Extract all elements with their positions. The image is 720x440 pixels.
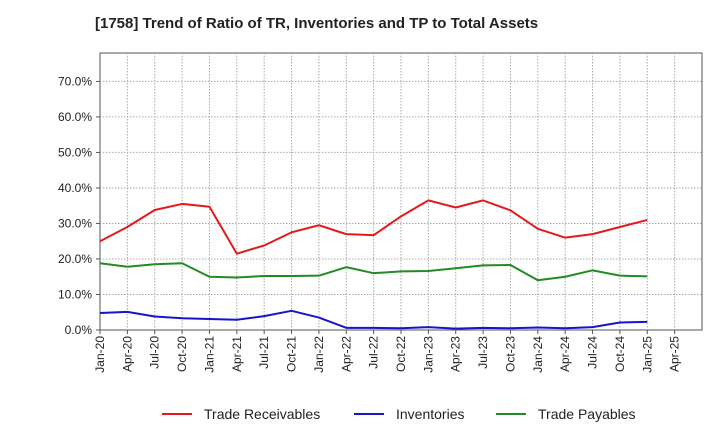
y-tick-label: 30.0% <box>58 216 92 230</box>
series-line-trade-receivables <box>99 199 648 255</box>
x-tick-label: Jan-23 <box>421 336 435 373</box>
x-tick-label: Jan-22 <box>312 336 326 373</box>
x-tick-label: Apr-23 <box>449 336 463 372</box>
x-tick-label: Oct-20 <box>175 336 189 372</box>
x-tick-label: Apr-21 <box>230 336 244 372</box>
x-tick-label: Apr-24 <box>558 336 572 372</box>
x-tick-label: Oct-22 <box>394 336 408 372</box>
x-tick-label: Jul-22 <box>367 336 381 369</box>
x-tick-label: Jul-21 <box>257 336 271 369</box>
x-tick-label: Jul-24 <box>586 336 600 369</box>
x-tick-label: Oct-23 <box>503 336 517 372</box>
x-tick-label: Apr-22 <box>339 336 353 372</box>
y-tick-label: 60.0% <box>58 110 92 124</box>
x-tick-label: Oct-24 <box>613 336 627 372</box>
y-tick-label: 10.0% <box>58 287 92 301</box>
x-tick-label: Jan-24 <box>531 336 545 373</box>
x-tick-label: Oct-21 <box>285 336 299 372</box>
y-tick-label: 20.0% <box>58 252 92 266</box>
x-tick-label: Jan-21 <box>202 336 216 373</box>
x-tick-label: Apr-25 <box>668 336 682 372</box>
x-tick-label: Jan-25 <box>640 336 654 373</box>
y-tick-label: 50.0% <box>58 145 92 159</box>
series-line-inventories <box>99 309 648 330</box>
x-tick-label: Jul-23 <box>476 336 490 369</box>
y-tick-label: 0.0% <box>65 323 93 337</box>
legend-label: Trade Receivables <box>204 406 320 422</box>
series-line-trade-payables <box>99 262 648 282</box>
y-tick-label: 70.0% <box>58 74 92 88</box>
chart-title: [1758] Trend of Ratio of TR, Inventories… <box>95 15 539 32</box>
x-tick-label: Apr-20 <box>120 336 134 372</box>
x-tick-label: Jan-20 <box>93 336 107 373</box>
legend-label: Trade Payables <box>538 406 636 422</box>
x-tick-label: Jul-20 <box>148 336 162 369</box>
y-tick-label: 40.0% <box>58 181 92 195</box>
legend-label: Inventories <box>396 406 464 422</box>
